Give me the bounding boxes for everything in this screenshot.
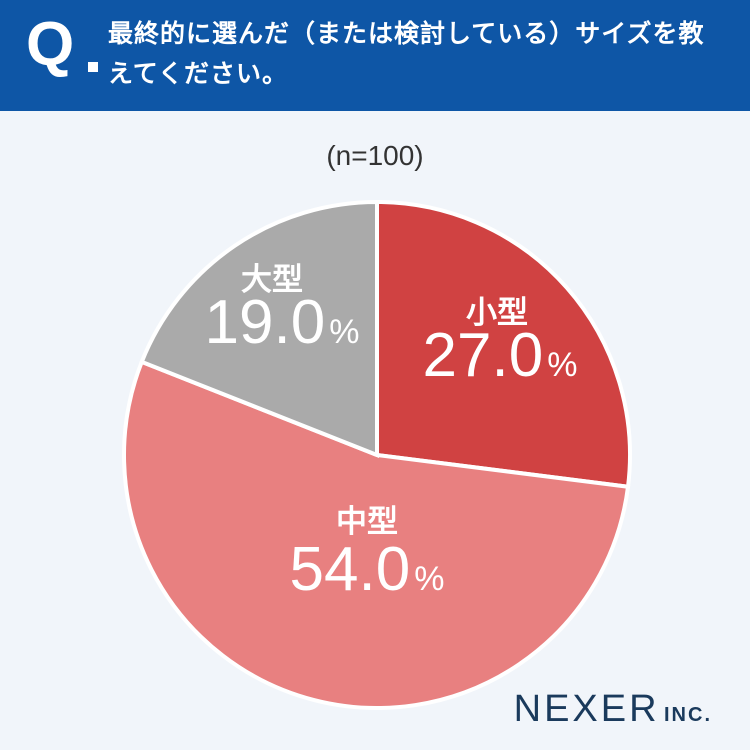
slice-value-label: 27.0% <box>423 321 578 390</box>
pie-slice <box>122 359 631 710</box>
slice-category-label: 中型 <box>336 504 398 540</box>
nexer-logo: NEXER INC. <box>514 688 712 731</box>
sample-size-label: (n=100) <box>326 140 424 171</box>
slice-value-label: 54.0% <box>290 535 445 604</box>
q-dot <box>88 62 98 72</box>
logo-sub: INC. <box>664 704 712 726</box>
pie-slice <box>139 199 379 458</box>
logo-main: NEXER <box>513 688 660 730</box>
slice-category-label: 大型 <box>241 262 303 298</box>
q-mark: Q <box>26 10 75 79</box>
slice-value-label: 19.0% <box>205 288 360 357</box>
question-header: Q 最終的に選んだ（または検討している）サイズを教えてください。 <box>0 0 750 111</box>
question-text: 最終的に選んだ（または検討している）サイズを教えてください。 <box>108 19 705 88</box>
pie-slice <box>375 199 632 489</box>
slice-category-label: 小型 <box>466 295 528 331</box>
